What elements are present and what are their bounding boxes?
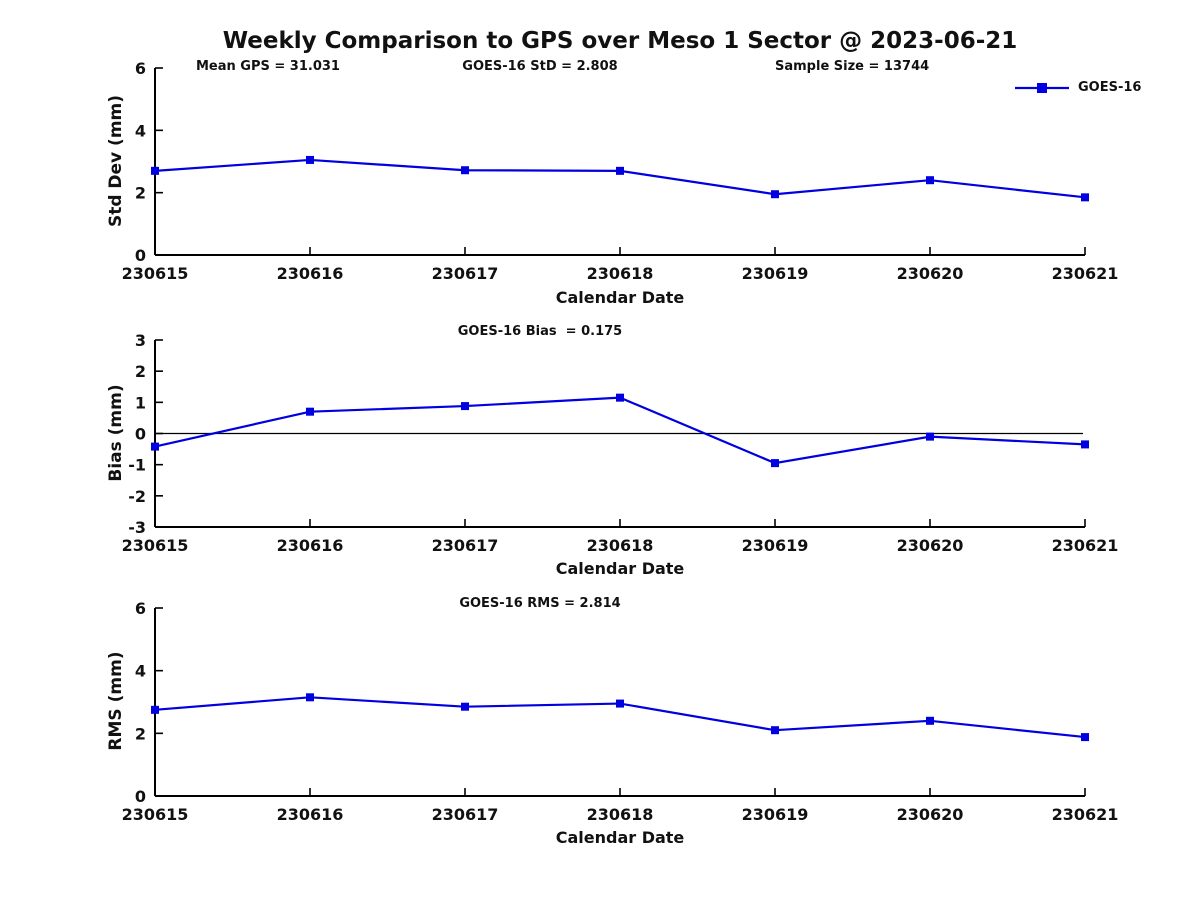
series-marker (616, 166, 624, 175)
series-marker (461, 166, 469, 175)
rms-x-axis-label: Calendar Date (555, 828, 685, 847)
stddev-x-axis-label: Calendar Date (555, 288, 685, 307)
annotation-sample-size: Sample Size = 13744 (775, 59, 930, 74)
x-tick-label: 230618 (587, 536, 654, 555)
y-tick-label: 2 (135, 724, 146, 743)
x-tick-label: 230615 (122, 536, 189, 555)
x-tick-label: 230616 (277, 536, 344, 555)
y-tick-label: -3 (128, 518, 146, 537)
series-marker (1081, 193, 1089, 202)
bias-chart-title: GOES-16 Bias = 0.175 (457, 324, 623, 339)
series-marker (151, 705, 159, 714)
x-tick-label: 230615 (122, 805, 189, 824)
x-tick-label: 230617 (432, 264, 499, 283)
stddev-y-axis-label: Std Dev (mm) (106, 94, 126, 228)
x-tick-label: 230620 (897, 264, 964, 283)
rms-chart: 0 2 4 6 230615 230616 230617 230618 230619 230620… (122, 599, 1119, 824)
y-tick-label: 1 (135, 393, 146, 412)
legend-label: GOES-16 (1078, 80, 1142, 95)
x-tick-label: 230621 (1052, 536, 1119, 555)
series-line (154, 396, 1086, 465)
y-tick-label: 6 (135, 59, 146, 78)
x-tick-label: 230620 (897, 536, 964, 555)
x-tick-label: 230616 (277, 805, 344, 824)
figure-title: Weekly Comparison to GPS over Meso 1 Sec… (222, 28, 1018, 54)
series-marker (306, 407, 314, 416)
series-marker (1081, 440, 1089, 449)
y-tick-label: -2 (128, 487, 146, 506)
series-marker (926, 432, 934, 441)
y-tick-label: -1 (128, 456, 146, 475)
x-tick-label: 230617 (432, 536, 499, 555)
y-tick-label: 4 (135, 662, 146, 681)
x-tick-label: 230620 (897, 805, 964, 824)
x-tick-label: 230616 (277, 264, 344, 283)
series-marker (1081, 733, 1089, 742)
series-marker (771, 726, 779, 735)
x-tick-label: 230619 (742, 805, 809, 824)
rms-chart-title: GOES-16 RMS = 2.814 (459, 596, 621, 611)
x-tick-label: 230621 (1052, 805, 1119, 824)
series-marker (461, 702, 469, 711)
y-tick-label: 6 (135, 599, 146, 618)
rms-y-axis-label: RMS (mm) (106, 651, 126, 751)
series-line (154, 158, 1086, 199)
series-marker (771, 190, 779, 199)
legend-line-sample-icon (1015, 82, 1069, 93)
series-marker (151, 442, 159, 451)
annotation-mean-gps: Mean GPS = 31.031 (196, 59, 340, 74)
series-marker (461, 402, 469, 411)
series-marker (616, 393, 624, 402)
x-tick-label: 230617 (432, 805, 499, 824)
x-tick-label: 230618 (587, 264, 654, 283)
series-marker (926, 176, 934, 185)
bias-y-axis-label: Bias (mm) (106, 384, 126, 482)
x-tick-label: 230615 (122, 264, 189, 283)
x-tick-label: 230619 (742, 536, 809, 555)
y-tick-label: 0 (135, 425, 146, 444)
legend: GOES-16 (1013, 80, 1141, 95)
series-marker (771, 459, 779, 468)
y-tick-label: 2 (135, 184, 146, 203)
series-marker (306, 155, 314, 164)
series-marker (151, 166, 159, 175)
y-tick-label: 3 (135, 331, 146, 350)
x-tick-label: 230621 (1052, 264, 1119, 283)
x-tick-label: 230618 (587, 805, 654, 824)
y-tick-label: 0 (135, 246, 146, 265)
y-tick-label: 4 (135, 121, 146, 140)
stddev-chart: 0 2 4 6 230615 230616 230617 230618 230619 230620… (122, 59, 1119, 283)
series-marker (306, 693, 314, 702)
annotation-goes16-std: GOES-16 StD = 2.808 (462, 59, 618, 74)
y-tick-label: 0 (135, 787, 146, 806)
y-tick-label: 2 (135, 362, 146, 381)
bias-x-axis-label: Calendar Date (555, 559, 685, 578)
series-marker (926, 716, 934, 725)
x-tick-label: 230619 (742, 264, 809, 283)
series-marker (616, 699, 624, 708)
